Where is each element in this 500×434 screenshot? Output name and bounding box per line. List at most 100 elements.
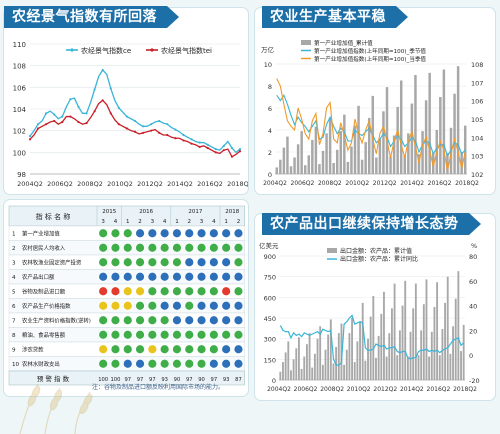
signal-light	[209, 243, 219, 253]
signal-light	[147, 228, 158, 238]
signal-light	[135, 359, 145, 369]
signal-light	[221, 359, 231, 369]
signal-light	[184, 301, 194, 311]
quarter-label: 3	[101, 219, 105, 225]
series-point-tei	[198, 145, 201, 149]
warning-index-value: 97	[211, 377, 218, 383]
bar	[282, 362, 284, 380]
signal-light	[209, 228, 219, 238]
bar	[328, 117, 332, 174]
bar	[318, 164, 321, 174]
series-point-tei	[222, 149, 225, 152]
bar	[441, 329, 444, 380]
y-right-tick-label: 102	[471, 171, 483, 179]
signal-light	[98, 330, 108, 340]
y-left-tick-label: 0	[268, 171, 272, 179]
signal-light	[184, 315, 194, 325]
row-number: 4	[12, 275, 16, 281]
bar	[350, 146, 353, 174]
bar	[414, 283, 417, 380]
bar	[438, 355, 441, 380]
bar	[414, 75, 417, 174]
signal-light	[123, 344, 133, 354]
legend-label: 第一产业增加值指数(上年同期=100)_季节值	[314, 47, 426, 55]
signal-light	[135, 243, 145, 253]
signal-light	[196, 330, 207, 340]
signal-light	[172, 359, 182, 369]
panel2-title: 农业生产基本平稳	[262, 6, 408, 28]
bar	[392, 135, 396, 174]
signal-light	[209, 315, 219, 325]
legend-swatch	[301, 40, 311, 45]
signal-light	[221, 243, 231, 253]
legend-label: 农经景气指数tei	[161, 46, 212, 55]
signal-light	[110, 286, 121, 296]
bar	[367, 117, 371, 174]
signal-light	[98, 243, 108, 253]
warning-index-value: 93	[223, 377, 230, 383]
y-right-tick-label: 80	[469, 253, 477, 261]
row-number: 1	[12, 232, 16, 238]
legend-label: 出口金额：农产品：累计同比	[340, 255, 418, 263]
signal-light	[147, 272, 158, 282]
row-number: 7	[12, 319, 16, 325]
bar	[329, 319, 332, 380]
signal-light	[196, 344, 207, 354]
signal-light	[209, 257, 219, 267]
row-number: 8	[12, 333, 16, 339]
bar	[431, 153, 435, 174]
signal-light	[233, 330, 244, 340]
bar	[292, 359, 295, 380]
signal-light	[123, 301, 133, 311]
signal-light	[135, 286, 145, 296]
series-point-tei	[53, 119, 56, 123]
legend-marker	[150, 48, 154, 52]
bar	[396, 106, 399, 174]
series-point-ce	[69, 98, 72, 101]
bar	[382, 111, 385, 174]
signal-light	[98, 344, 108, 354]
signal-light	[123, 243, 133, 253]
row-indicator-name: 谷物及制品进口额	[22, 288, 66, 296]
signal-light	[98, 359, 108, 369]
bar	[295, 348, 298, 380]
x-tick-label: 2012Q2	[373, 180, 397, 187]
warning-index-value: 100	[98, 377, 108, 383]
signal-light	[209, 286, 219, 296]
signal-light	[184, 330, 194, 340]
signal-light	[172, 243, 182, 253]
signal-light	[209, 301, 219, 311]
bar	[436, 282, 439, 380]
bar	[332, 163, 335, 174]
x-tick-label: 2016Q2	[197, 180, 223, 188]
wheat-decoration-icon	[19, 383, 93, 434]
bar	[444, 302, 447, 380]
bar	[388, 333, 391, 380]
y-left-tick-label: 2	[268, 149, 272, 157]
signal-light	[147, 301, 158, 311]
legend-label: 第一产业增加值指数(上年同期=100)_当季值	[314, 55, 426, 63]
warning-index-value: 87	[235, 377, 242, 383]
signal-light	[196, 257, 207, 267]
signal-light	[110, 330, 121, 340]
bar	[337, 333, 340, 380]
signal-light	[98, 301, 108, 311]
bar	[287, 341, 290, 380]
bar	[275, 167, 279, 174]
bar	[385, 356, 388, 380]
x-tick-label: 2008Q2	[318, 180, 342, 187]
series-point-ce	[125, 115, 129, 118]
series-point-tei	[150, 129, 153, 132]
signal-light	[233, 286, 244, 296]
series-point-tei	[238, 150, 242, 153]
warning-index-value: 93	[161, 377, 168, 383]
bar	[319, 326, 322, 380]
quarter-label: 4	[163, 219, 167, 225]
bar	[361, 302, 364, 380]
signal-light	[172, 330, 182, 340]
series-point-ce	[190, 138, 193, 141]
x-tick-label: 2010Q2	[107, 180, 133, 188]
signal-light	[135, 301, 145, 311]
quarter-label: 3	[151, 219, 155, 225]
signal-light	[221, 344, 231, 354]
